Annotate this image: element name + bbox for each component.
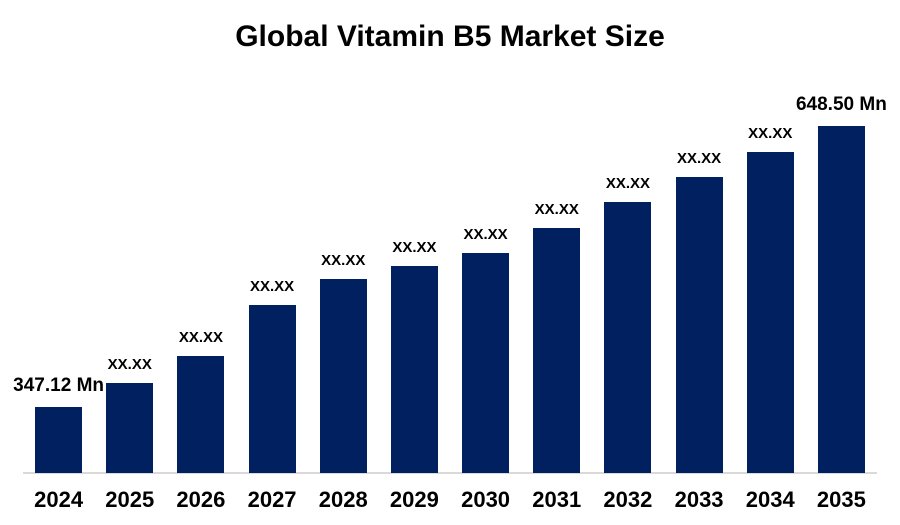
x-axis-label-2030: 2030 xyxy=(461,487,511,512)
bar-value-label-2034: XX.XX xyxy=(748,124,793,142)
bar-value-label-2028: XX.XX xyxy=(321,251,366,269)
bar-value-label-2029: XX.XX xyxy=(392,238,437,256)
bar-value-label-2026: XX.XX xyxy=(178,328,223,346)
x-axis-label-2029: 2029 xyxy=(389,487,439,512)
bar-2025 xyxy=(106,383,154,473)
bar-2035 xyxy=(817,126,865,473)
x-axis-label-2024: 2024 xyxy=(34,487,84,512)
bar-2026 xyxy=(177,356,225,473)
bar-2028 xyxy=(319,279,367,473)
x-axis-label-2035: 2035 xyxy=(816,487,866,512)
x-axis-label-2031: 2031 xyxy=(532,487,582,512)
bar-value-label-2025: XX.XX xyxy=(107,355,152,373)
x-axis-label-2032: 2032 xyxy=(603,487,653,512)
x-axis-label-2027: 2027 xyxy=(247,487,297,512)
bar-2024 xyxy=(35,407,83,473)
bar-value-label-2032: XX.XX xyxy=(605,174,650,192)
x-axis-label-2026: 2026 xyxy=(176,487,226,512)
x-axis-label-2028: 2028 xyxy=(318,487,368,512)
bar-value-label-2031: XX.XX xyxy=(534,200,579,218)
bar-value-label-2024: 347.12 Mn xyxy=(13,375,104,397)
chart-title: Global Vitamin B5 Market Size xyxy=(235,20,665,53)
bar-value-label-2030: XX.XX xyxy=(463,225,508,243)
bar-2027 xyxy=(248,305,296,473)
bar-value-label-2033: XX.XX xyxy=(676,149,722,167)
plot-area: 347.12 Mn 2024 XX.XX 2025 XX.XX 2026 XX.XX 2027… xyxy=(13,0,887,525)
bar-2030 xyxy=(462,253,510,473)
x-axis-line xyxy=(23,472,877,474)
x-axis-label-2034: 2034 xyxy=(745,487,795,512)
x-axis-label-2033: 2033 xyxy=(674,487,724,512)
bar-2034 xyxy=(746,152,794,473)
bar-value-label-2027: XX.XX xyxy=(249,277,295,295)
bar-2029 xyxy=(390,266,438,473)
bar-2032 xyxy=(604,202,652,473)
bar-2031 xyxy=(533,228,581,473)
bar-2033 xyxy=(675,177,723,473)
bar-value-label-2035: 648.50 Mn xyxy=(795,94,887,116)
x-axis-label-2025: 2025 xyxy=(105,487,155,512)
